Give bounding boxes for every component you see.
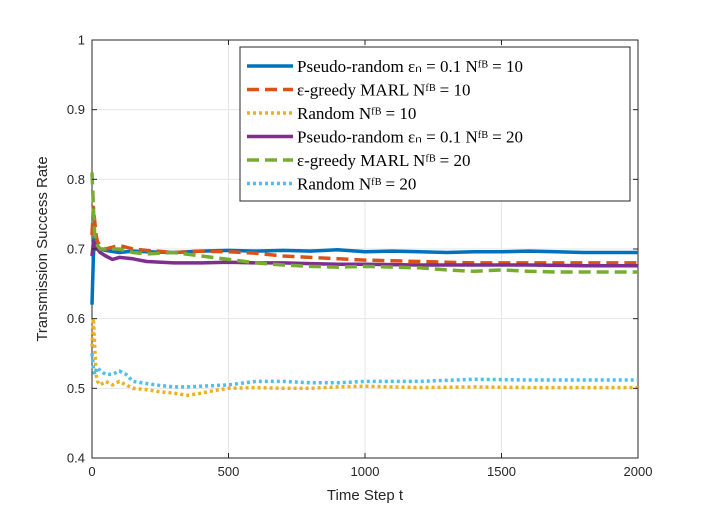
series-line-3: [90, 316, 638, 398]
x-tick-label: 1000: [351, 464, 380, 479]
legend-label-2: ε-greedy MARL Nᶠᴮ = 10: [297, 81, 471, 100]
x-tick-label: 2000: [624, 464, 653, 479]
legend-label-4: Pseudo-random εₙ = 0.1 Nᶠᴮ = 20: [297, 128, 523, 147]
y-tick-label: 0.9: [67, 102, 85, 117]
series-line-5: [90, 172, 638, 274]
legend-label-5: ε-greedy MARL Nᶠᴮ = 20: [297, 151, 471, 170]
series-line-4: [90, 240, 638, 268]
x-tick-label: 1500: [487, 464, 516, 479]
x-tick-label: 0: [88, 464, 95, 479]
y-tick-label: 0.7: [67, 242, 85, 257]
y-axis-title: Transmission Success Rate: [34, 156, 51, 341]
series-group: [90, 172, 638, 398]
legend-box: [239, 46, 631, 202]
y-tick-label: 0.4: [67, 451, 85, 466]
series-line-2: [90, 205, 638, 265]
y-tick-label: 1: [78, 33, 85, 48]
y-tick-label: 0.6: [67, 311, 85, 326]
legend-label-6: Random Nᶠᴮ = 20: [297, 175, 416, 194]
y-tick-label: 0.8: [67, 172, 85, 187]
legend-label-1: Pseudo-random εₙ = 0.1 Nᶠᴮ = 10: [297, 57, 523, 76]
series-line-6: [90, 353, 638, 389]
legend-label-3: Random Nᶠᴮ = 10: [297, 104, 416, 123]
x-axis-title: Time Step t: [327, 487, 404, 504]
legend: Pseudo-random εₙ = 0.1 Nᶠᴮ = 10 ε-greedy …: [239, 46, 631, 202]
y-tick-label: 0.5: [67, 381, 85, 396]
x-tick-label: 500: [218, 464, 240, 479]
ticks: 0 500 1000 1500 2000 0.4 0.5 0.6 0.7 0.8 0.9 1: [67, 33, 653, 480]
